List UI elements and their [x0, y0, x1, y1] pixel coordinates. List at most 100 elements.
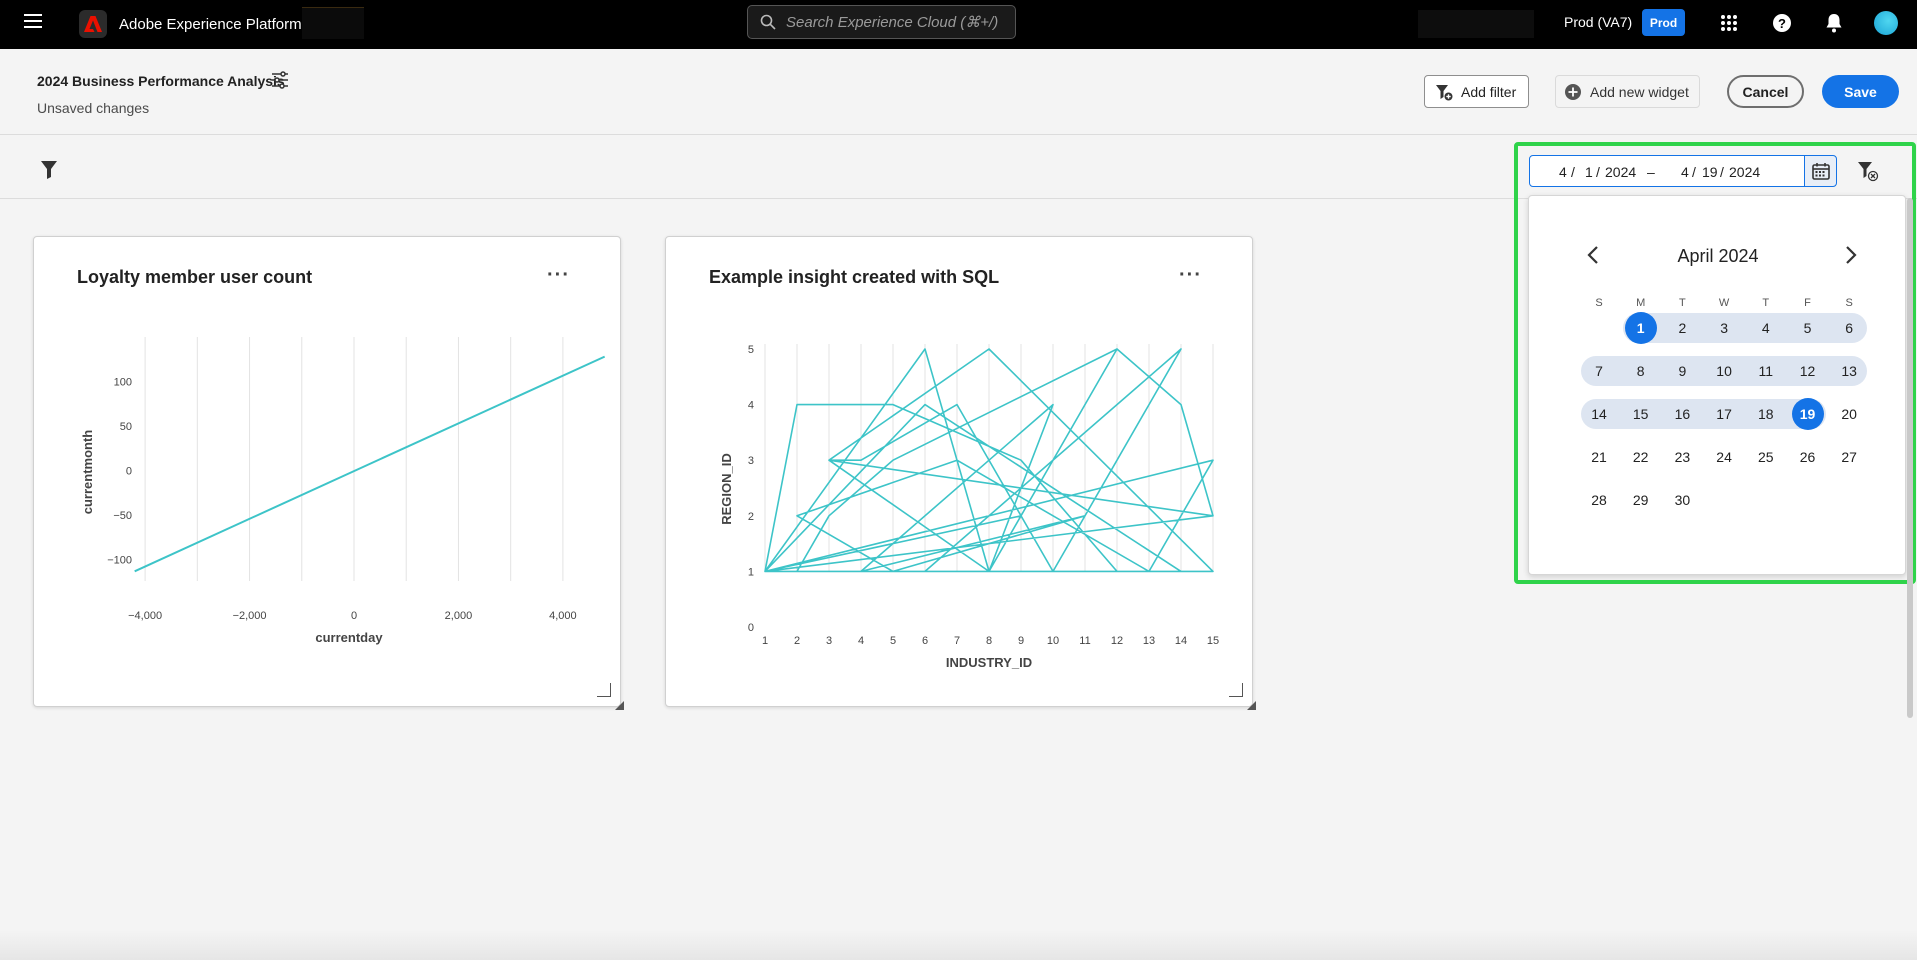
add-filter-button[interactable]: Add filter — [1424, 75, 1529, 108]
calendar-day[interactable]: 13 — [1841, 363, 1857, 379]
calendar-day[interactable]: 27 — [1841, 449, 1857, 465]
calendar-day[interactable]: 23 — [1674, 449, 1691, 465]
calendar-day[interactable]: 2 — [1678, 320, 1687, 336]
y-tick-label: 2 — [748, 511, 754, 523]
next-month-button[interactable] — [1843, 245, 1859, 270]
calendar-day[interactable]: 7 — [1595, 363, 1603, 379]
scrollbar[interactable] — [1907, 198, 1913, 718]
x-tick-label: 7 — [954, 635, 960, 647]
x-tick-label: 6 — [922, 635, 928, 647]
calendar-day[interactable]: 26 — [1799, 449, 1816, 465]
start-year[interactable]: 2024 — [1605, 164, 1637, 180]
weekday-label: S — [1845, 297, 1853, 309]
add-circle-icon — [1565, 83, 1581, 100]
x-tick-label: 4,000 — [549, 610, 577, 622]
x-tick-label: 3 — [826, 635, 832, 647]
y-axis-label: REGION_ID — [719, 453, 734, 525]
notifications-bell-icon[interactable] — [1823, 12, 1845, 34]
calendar-day[interactable]: 19 — [1791, 398, 1824, 430]
calendar-button[interactable] — [1804, 155, 1837, 187]
series-line — [134, 355, 606, 573]
calendar-day[interactable]: 21 — [1591, 449, 1607, 465]
selected-range-band — [1581, 399, 1826, 429]
user-avatar[interactable] — [1874, 11, 1898, 35]
top-nav-bar: Adobe Experience Platform Search Experie… — [0, 0, 1917, 49]
calendar-day[interactable]: 15 — [1632, 406, 1649, 422]
dashboard-header: 2024 Business Performance Analysis Unsav… — [0, 49, 1917, 135]
weekday-label: T — [1762, 297, 1770, 309]
calendar-day[interactable]: 14 — [1591, 406, 1607, 422]
brand[interactable]: Adobe Experience Platform — [79, 9, 302, 39]
calendar-day[interactable]: 17 — [1716, 406, 1732, 422]
cancel-button[interactable]: Cancel — [1727, 75, 1804, 108]
calendar-month-title: April 2024 — [1677, 246, 1759, 266]
calendar-day[interactable]: 22 — [1632, 449, 1649, 465]
calendar-day[interactable]: 30 — [1674, 492, 1691, 508]
more-options-button[interactable]: ··· — [1179, 264, 1202, 286]
add-filter-label: Add filter — [1461, 83, 1517, 100]
x-tick-label: 2,000 — [445, 610, 473, 622]
weekday-label: M — [1636, 297, 1646, 309]
weekday-label: T — [1679, 297, 1686, 309]
y-axis-label: currentmonth — [80, 430, 95, 515]
calendar-day[interactable]: 18 — [1758, 406, 1774, 422]
more-options-button[interactable]: ··· — [547, 264, 570, 286]
calendar-day[interactable]: 10 — [1716, 363, 1732, 379]
end-year[interactable]: 2024 — [1729, 164, 1761, 180]
end-month[interactable]: 4 — [1681, 164, 1689, 180]
calendar-day[interactable]: 16 — [1674, 406, 1691, 422]
add-widget-button[interactable]: Add new widget — [1555, 75, 1700, 108]
resize-corner-icon[interactable] — [1247, 701, 1256, 710]
save-button[interactable]: Save — [1822, 75, 1899, 108]
x-tick-label: −2,000 — [233, 610, 267, 622]
end-day[interactable]: 19 — [1702, 164, 1718, 180]
filter-icon[interactable] — [41, 161, 57, 184]
calendar-day[interactable]: 20 — [1841, 406, 1857, 422]
calendar-day[interactable]: 6 — [1845, 320, 1854, 336]
calendar-day[interactable]: 29 — [1632, 492, 1649, 508]
menu-icon[interactable] — [24, 14, 42, 30]
y-tick-label: 0 — [126, 466, 132, 478]
calendar-day[interactable]: 12 — [1799, 363, 1816, 379]
previous-month-button[interactable] — [1585, 245, 1601, 270]
calendar-day[interactable]: 24 — [1716, 449, 1732, 465]
date-range-field[interactable]: 4 / 1 / 2024 – 4 / 19 / 2024 — [1529, 155, 1805, 187]
calendar-day[interactable]: 1 — [1624, 312, 1657, 344]
dashboard-settings-icon[interactable] — [270, 70, 290, 90]
calendar-day[interactable]: 3 — [1720, 320, 1728, 336]
calendar-day[interactable]: 5 — [1803, 320, 1812, 336]
x-axis-label: currentday — [315, 630, 383, 645]
start-month[interactable]: 4 — [1559, 164, 1567, 180]
x-tick-label: 0 — [351, 610, 357, 622]
x-tick-label: 11 — [1079, 635, 1090, 647]
apps-grid-icon[interactable] — [1718, 12, 1740, 34]
date-slash: / — [1720, 164, 1724, 180]
calendar-day[interactable]: 8 — [1636, 363, 1645, 379]
calendar-day[interactable]: 9 — [1678, 363, 1687, 379]
calendar-day[interactable]: 28 — [1591, 492, 1607, 508]
org-label[interactable]: Prod (VA7) — [1564, 14, 1633, 30]
sandbox-badge[interactable]: Prod — [1642, 9, 1685, 36]
calendar-day[interactable]: 25 — [1758, 449, 1774, 465]
x-tick-label: 5 — [890, 635, 896, 647]
help-icon[interactable]: ? — [1771, 12, 1793, 34]
x-tick-label: 10 — [1047, 635, 1059, 647]
selected-range-band — [1581, 356, 1868, 386]
resize-corner-icon[interactable] — [615, 701, 624, 710]
weekday-label: F — [1804, 297, 1811, 309]
calendar-day[interactable]: 11 — [1758, 363, 1774, 379]
start-day[interactable]: 1 — [1585, 164, 1593, 180]
page-title: 2024 Business Performance Analysis — [37, 73, 285, 89]
filter-bar — [0, 136, 1917, 199]
org-switcher-area[interactable] — [302, 7, 364, 39]
calendar-day[interactable]: 4 — [1761, 320, 1770, 336]
resize-handle-icon[interactable] — [597, 683, 611, 697]
clear-filter-icon[interactable] — [1857, 160, 1879, 187]
resize-handle-icon[interactable] — [1229, 683, 1243, 697]
search-input[interactable]: Search Experience Cloud (⌘+/) — [747, 5, 1016, 39]
search-icon — [760, 14, 776, 30]
range-separator: – — [1647, 164, 1655, 180]
weekday-label: W — [1718, 297, 1730, 309]
search-placeholder: Search Experience Cloud (⌘+/) — [786, 14, 999, 31]
user-info-area — [1418, 10, 1534, 38]
